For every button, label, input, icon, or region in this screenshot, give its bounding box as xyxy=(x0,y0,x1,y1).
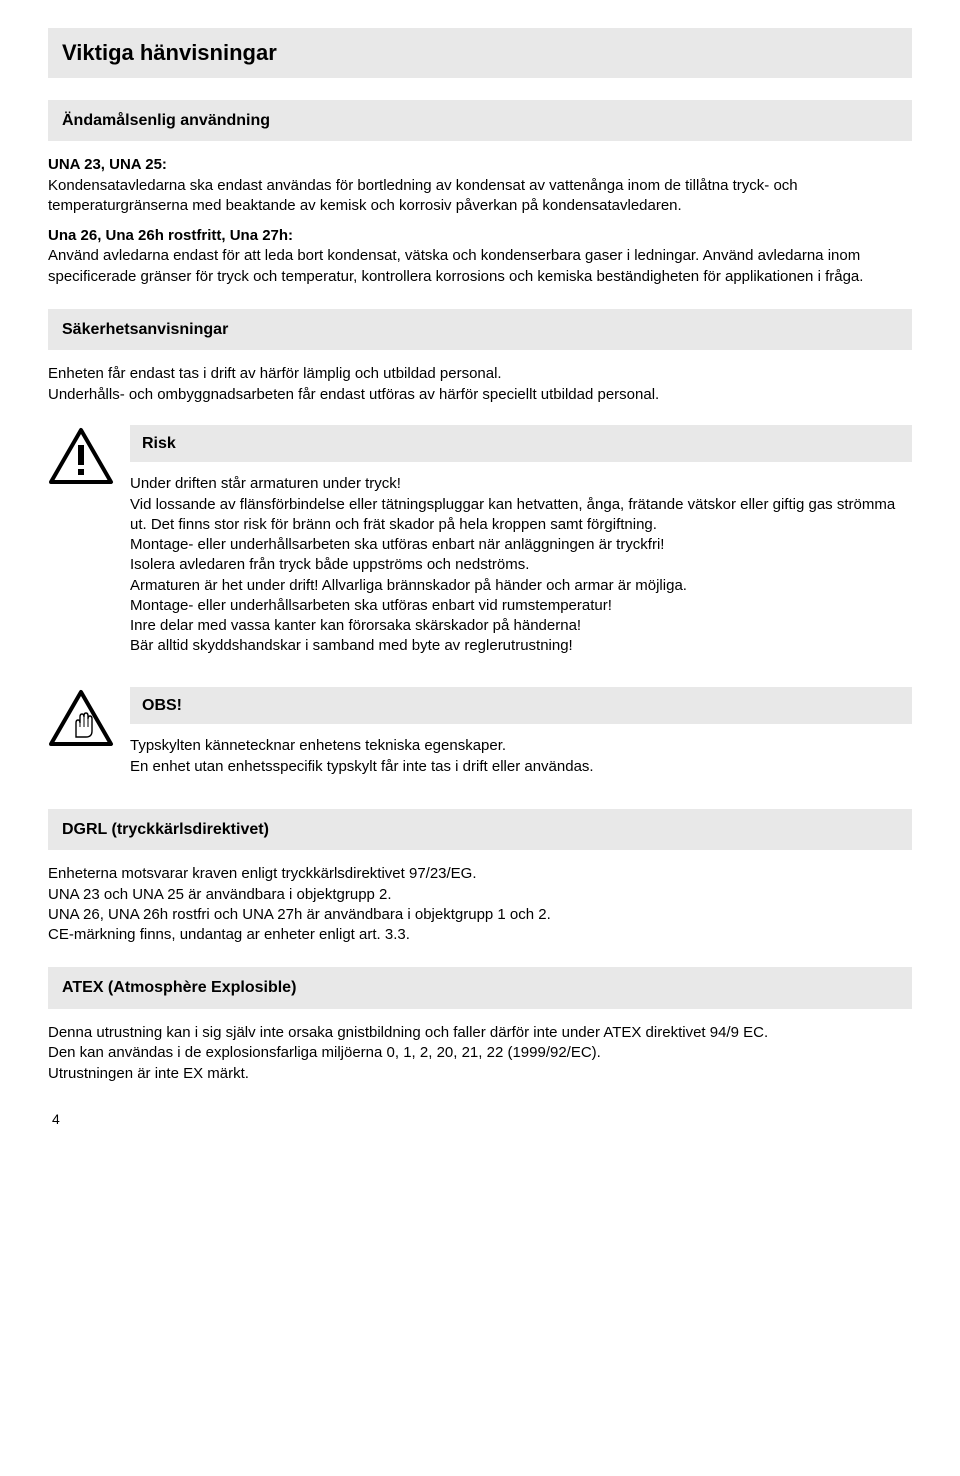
dgrl-line-1: UNA 23 och UNA 25 är användbara i objekt… xyxy=(48,886,392,903)
risk-text: Under driften står armaturen under tryck… xyxy=(130,474,912,656)
dgrl-line-0: Enheterna motsvarar kraven enligt tryckk… xyxy=(48,865,477,882)
dgrl-heading: DGRL (tryckkärlsdirektivet) xyxy=(48,809,912,851)
dgrl-line-2: UNA 26, UNA 26h rostfri och UNA 27h är a… xyxy=(48,906,551,923)
obs-title: OBS! xyxy=(130,687,912,725)
usage-para-2-strong: Una 26, Una 26h rostfritt, Una 27h: xyxy=(48,227,293,244)
risk-line-2: Montage- eller underhållsarbeten ska utf… xyxy=(130,536,664,553)
risk-title: Risk xyxy=(130,425,912,463)
obs-text: Typskylten kännetecknar enhetens teknisk… xyxy=(130,736,912,777)
usage-para-1-strong: UNA 23, UNA 25: xyxy=(48,156,167,173)
dgrl-text: Enheterna motsvarar kraven enligt tryckk… xyxy=(48,864,912,945)
risk-callout-body: Risk Under driften står armaturen under … xyxy=(130,425,912,667)
obs-line-1: En enhet utan enhetsspecifik typskylt få… xyxy=(130,758,594,775)
obs-callout-body: OBS! Typskylten kännetecknar enhetens te… xyxy=(130,687,912,787)
atex-line-1: Den kan användas i de explosionsfarliga … xyxy=(48,1044,601,1061)
main-heading: Viktiga hänvisningar xyxy=(48,28,912,78)
safety-line-1: Enheten får endast tas i drift av härför… xyxy=(48,365,502,382)
risk-line-0: Under driften står armaturen under tryck… xyxy=(130,475,401,492)
dgrl-line-3: CE-märkning finns, undantag ar enheter e… xyxy=(48,926,410,943)
risk-line-5: Montage- eller underhållsarbeten ska utf… xyxy=(130,597,612,614)
warning-exclamation-icon xyxy=(48,425,130,485)
usage-para-2-text: Använd avledarna endast för att leda bor… xyxy=(48,247,863,284)
atex-text: Denna utrustning kan i sig själv inte or… xyxy=(48,1023,912,1084)
obs-line-0: Typskylten kännetecknar enhetens teknisk… xyxy=(130,737,506,754)
atex-line-2: Utrustningen är inte EX märkt. xyxy=(48,1065,249,1082)
obs-callout: OBS! Typskylten kännetecknar enhetens te… xyxy=(48,687,912,787)
risk-line-4: Armaturen är het under drift! Allvarliga… xyxy=(130,577,687,594)
usage-para-2: Una 26, Una 26h rostfritt, Una 27h: Anvä… xyxy=(48,226,912,287)
atex-heading: ATEX (Atmosphère Explosible) xyxy=(48,967,912,1009)
risk-callout: Risk Under driften står armaturen under … xyxy=(48,425,912,667)
risk-line-6: Inre delar med vassa kanter kan förorsak… xyxy=(130,617,581,634)
page: Viktiga hänvisningar Ändamålsenlig använ… xyxy=(0,0,960,1149)
atex-line-0: Denna utrustning kan i sig själv inte or… xyxy=(48,1024,768,1041)
warning-hand-icon xyxy=(48,687,130,747)
risk-line-7: Bär alltid skyddshandskar i samband med … xyxy=(130,637,573,654)
safety-heading: Säkerhetsanvisningar xyxy=(48,309,912,351)
risk-line-1: Vid lossande av flänsförbindelse eller t… xyxy=(130,496,895,533)
safety-line-2: Underhålls- och ombyggnadsarbeten får en… xyxy=(48,386,659,403)
risk-line-3: Isolera avledaren från tryck både uppstr… xyxy=(130,556,529,573)
usage-heading: Ändamålsenlig användning xyxy=(48,100,912,142)
usage-para-1: UNA 23, UNA 25: Kondensatavledarna ska e… xyxy=(48,155,912,216)
page-number: 4 xyxy=(52,1110,912,1129)
safety-para: Enheten får endast tas i drift av härför… xyxy=(48,364,912,405)
usage-para-1-text: Kondensatavledarna ska endast användas f… xyxy=(48,177,798,214)
